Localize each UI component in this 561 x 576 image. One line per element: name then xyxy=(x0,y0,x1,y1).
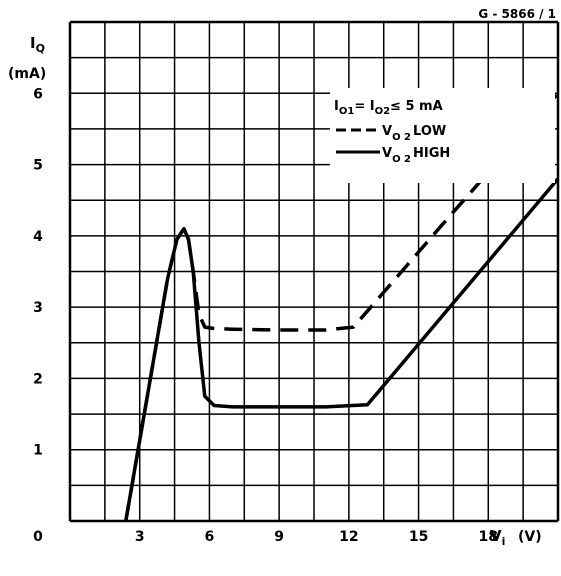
y-axis-label: IQ xyxy=(30,34,45,55)
x-tick-label: 6 xyxy=(205,529,215,545)
y-tick-label: 3 xyxy=(33,300,43,316)
y-tick-label: 1 xyxy=(33,443,43,459)
legend-label: VO 2 HIGH xyxy=(382,146,450,165)
x-axis-label: Vi xyxy=(490,527,505,548)
y-tick-label: 2 xyxy=(33,371,43,387)
origin-label: 0 xyxy=(33,529,43,545)
legend-background xyxy=(330,88,555,183)
y-tick-label: 4 xyxy=(33,229,43,245)
y-tick-labels: 1 2 3 4 5 6 xyxy=(33,86,43,458)
legend-condition-part: ≤ 5 mA xyxy=(390,99,443,114)
legend-condition-part: I xyxy=(334,99,339,114)
x-tick-label: 9 xyxy=(274,529,284,545)
legend-condition-part: O2 xyxy=(375,106,391,117)
x-tick-label: 3 xyxy=(135,529,145,545)
figure-code: G - 5866 / 1 xyxy=(478,7,556,21)
x-tick-label: 12 xyxy=(339,529,358,545)
legend: IO1= IO2≤ 5 mA VO 2 LOW VO 2 HIGH xyxy=(330,88,555,183)
x-tick-label: 15 xyxy=(409,529,428,545)
series-line-high xyxy=(124,177,560,522)
legend-condition-part: O1 xyxy=(339,106,355,117)
series-layer xyxy=(124,92,560,522)
y-tick-label: 5 xyxy=(33,158,43,174)
x-axis-unit: (V) xyxy=(518,529,542,545)
legend-label: VO 2 LOW xyxy=(382,124,446,143)
legend-condition-part: = I xyxy=(354,99,374,114)
legend-condition: IO1= IO2≤ 5 mA xyxy=(334,99,443,117)
x-tick-label: 18 xyxy=(479,529,498,545)
y-axis-unit: (mA) xyxy=(8,66,46,82)
legend-entries: VO 2 LOW VO 2 HIGH xyxy=(336,124,450,165)
x-tick-labels: 3 6 9 12 15 18 xyxy=(135,529,498,545)
y-tick-label: 6 xyxy=(33,86,43,102)
